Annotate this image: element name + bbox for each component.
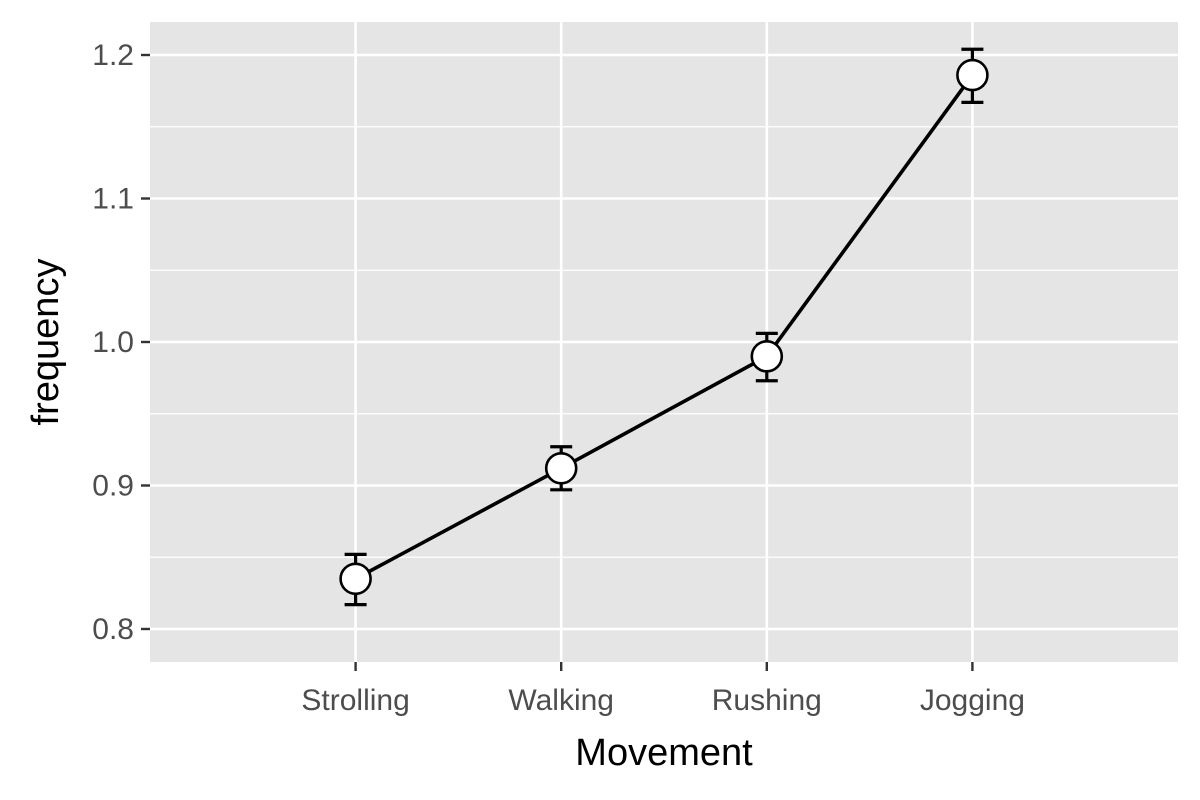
- x-tick-label: Strolling: [301, 684, 409, 717]
- x-tick-labels: Strolling Walking Rushing Jogging: [301, 684, 1025, 717]
- y-tick-label: 1.0: [92, 326, 134, 359]
- y-tick-label: 0.9: [92, 469, 134, 502]
- y-tick-label: 0.8: [92, 613, 134, 646]
- series-layer: [339, 47, 989, 607]
- data-point: [750, 340, 784, 373]
- x-axis-title: Movement: [575, 732, 753, 774]
- x-tick-label: Walking: [508, 684, 614, 717]
- data-point: [339, 562, 372, 596]
- y-tick-labels: 0.8 0.9 1.0 1.1 1.2: [92, 39, 134, 646]
- x-tick-label: Jogging: [920, 684, 1025, 717]
- y-tick-label: 1.2: [92, 39, 134, 72]
- y-axis-title: frequency: [25, 259, 67, 426]
- axis-ticks: [141, 53, 974, 671]
- y-tick-label: 1.1: [92, 183, 134, 216]
- data-point: [956, 58, 989, 92]
- data-point: [544, 451, 578, 485]
- x-tick-label: Rushing: [712, 684, 822, 717]
- series-line: [354, 74, 974, 581]
